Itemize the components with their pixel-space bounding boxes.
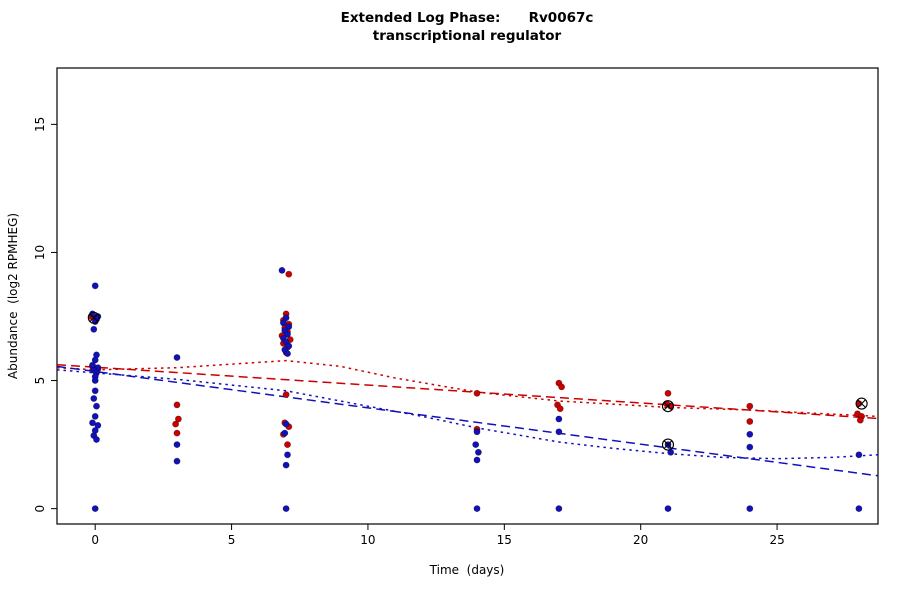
red-points [282, 391, 290, 398]
flagged-point-marker [661, 438, 675, 451]
red-points [558, 383, 565, 391]
blue-points [91, 387, 99, 395]
y-tick-label: 5 [33, 377, 47, 385]
blue-points [284, 350, 291, 357]
blue-points [94, 421, 102, 429]
blue-points [282, 314, 290, 322]
x-tick-label: 25 [769, 533, 784, 547]
blue-points [90, 395, 98, 402]
red-points [746, 418, 754, 425]
x-tick-label: 20 [633, 533, 648, 547]
blue-points [285, 342, 293, 350]
red-points [746, 402, 754, 410]
red-dotted-fit [56, 359, 879, 418]
blue-points [93, 402, 100, 410]
blue-points [555, 505, 563, 512]
chart-title: Extended Log Phase: Rv0067c [340, 10, 594, 26]
blue-points [91, 412, 99, 420]
flagged-point-marker [89, 313, 99, 323]
blue-points [278, 266, 286, 274]
flagged-point-marker [661, 400, 675, 413]
blue-points [555, 415, 563, 423]
x-tick-label: 0 [91, 533, 99, 547]
blue-dotted-fit [56, 369, 879, 460]
blue-points [91, 377, 99, 384]
red-points [173, 429, 181, 437]
blue-points [284, 330, 291, 338]
blue-points [855, 451, 863, 459]
blue-points [282, 461, 290, 469]
red-points [856, 416, 864, 424]
flagged-point-marker [87, 311, 100, 324]
red-points [172, 420, 179, 428]
red-points [173, 401, 181, 409]
blue-points [285, 323, 293, 331]
blue-points [173, 354, 181, 361]
blue-points [473, 505, 481, 512]
blue-points [91, 356, 99, 364]
blue-points [855, 505, 863, 512]
blue-points [279, 319, 287, 327]
red-points [285, 270, 293, 278]
blue-points [746, 443, 754, 451]
y-tick-label: 15 [33, 117, 47, 132]
plot-border [56, 67, 879, 525]
blue-points [555, 428, 563, 436]
red-points [473, 389, 481, 397]
blue-points [281, 429, 289, 437]
blue-points [472, 441, 480, 448]
blue-points [282, 505, 290, 512]
blue-points [173, 441, 181, 448]
flagged-point-marker [855, 397, 868, 410]
flagged-point-marker [663, 440, 673, 449]
blue-points [473, 428, 481, 436]
blue-points [93, 436, 100, 443]
blue-points [91, 505, 99, 512]
red-points [664, 389, 672, 397]
blue-points [91, 282, 99, 290]
blue-points [284, 451, 291, 459]
red-points [556, 405, 564, 413]
blue-points [474, 448, 482, 456]
blue-points [746, 505, 754, 512]
chart-subtitle: transcriptional regulator [372, 28, 562, 44]
blue-points [89, 419, 96, 427]
red-points [284, 441, 291, 448]
flagged-point-marker [857, 399, 866, 408]
blue-points [664, 505, 672, 512]
red-points [174, 415, 182, 423]
y-tick-label: 0 [33, 505, 47, 513]
x-tick-label: 10 [360, 533, 375, 547]
blue-points [90, 325, 98, 333]
blue-points [282, 420, 290, 428]
blue-points [473, 456, 481, 464]
x-axis-label: Time (days) [429, 563, 505, 577]
x-tick-label: 5 [228, 533, 236, 547]
blue-points [173, 457, 181, 465]
y-tick-label: 10 [33, 245, 47, 260]
flagged-point-marker [663, 401, 673, 411]
blue-points [746, 430, 754, 438]
y-axis-label: Abundance (log2 RPMHEG) [6, 212, 20, 380]
red-dashed-fit [56, 363, 879, 420]
x-tick-label: 15 [497, 533, 512, 547]
